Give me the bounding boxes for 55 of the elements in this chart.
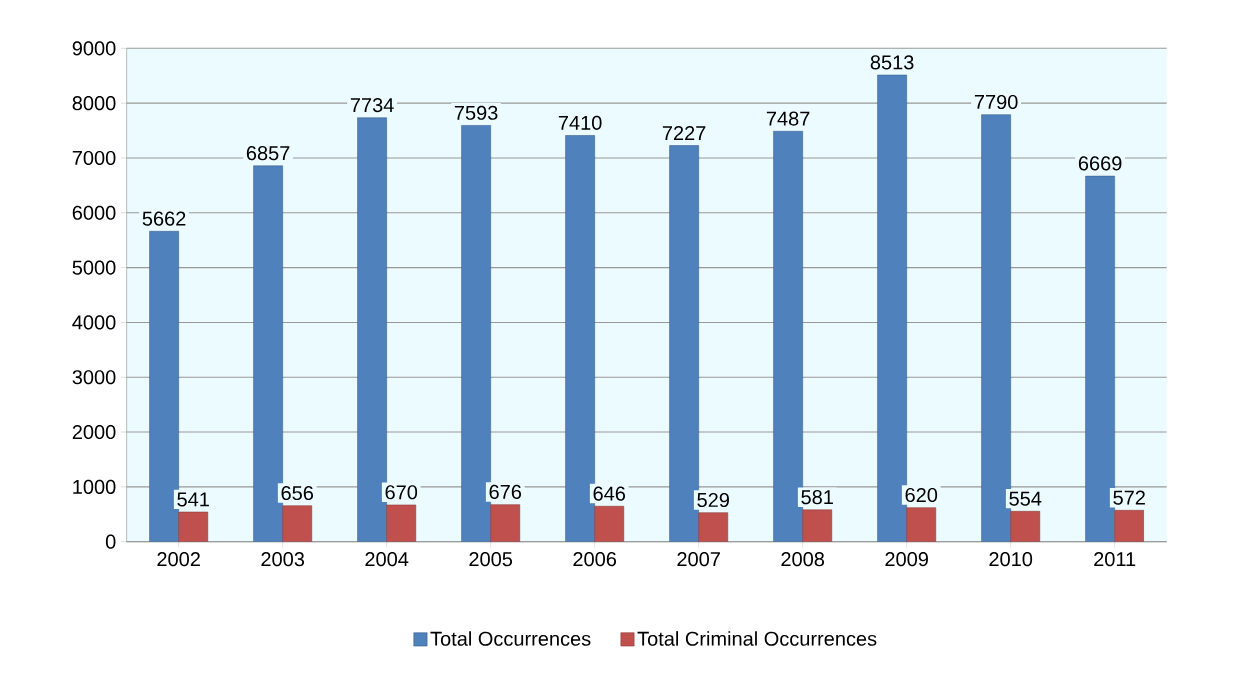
bar — [669, 145, 699, 542]
data-label: 676 — [489, 484, 522, 500]
x-tick-label: 2011 — [1094, 552, 1136, 567]
y-tick-label: 3000 — [72, 370, 116, 385]
y-tick-label: 4000 — [72, 315, 116, 330]
bar — [981, 114, 1011, 542]
bar — [698, 512, 729, 542]
data-label: 620 — [905, 487, 938, 503]
bar — [565, 135, 595, 542]
data-label: 646 — [593, 486, 626, 501]
y-tick-label: 0 — [105, 534, 116, 549]
data-label: 7593 — [454, 105, 498, 120]
bar — [461, 125, 491, 542]
y-tick-label: 1000 — [73, 479, 116, 494]
data-label: 7410 — [558, 115, 602, 130]
y-tick-label: 5000 — [72, 260, 116, 275]
data-label: 7734 — [350, 97, 394, 113]
x-tick-label: 2004 — [365, 552, 409, 567]
x-tick-label: 2006 — [573, 552, 617, 567]
x-tick-label: 2008 — [781, 552, 825, 567]
data-label: 7487 — [766, 111, 810, 126]
data-label: 5662 — [142, 211, 186, 226]
data-label: 8513 — [870, 55, 914, 70]
bar — [178, 511, 209, 542]
x-tick-label: 2002 — [157, 552, 200, 567]
data-label: 670 — [385, 485, 418, 500]
data-label: 554 — [1009, 491, 1042, 506]
data-label: 581 — [801, 490, 833, 505]
x-tick-label: 2009 — [885, 552, 928, 567]
data-label: 541 — [177, 492, 209, 507]
y-tick-label: 7000 — [72, 150, 116, 166]
y-tick-label: 2000 — [72, 424, 116, 440]
data-label: 7227 — [662, 125, 706, 140]
data-label: 656 — [281, 485, 314, 501]
data-label: 7790 — [974, 94, 1018, 110]
bar — [773, 131, 803, 542]
y-tick-label: 6000 — [72, 205, 116, 220]
x-tick-label: 2007 — [677, 552, 720, 567]
bar — [253, 165, 283, 542]
x-tick-label: 2010 — [989, 552, 1033, 567]
bar — [1010, 511, 1041, 542]
data-label: 6669 — [1078, 156, 1122, 171]
bar — [1085, 175, 1115, 542]
data-label: 572 — [1113, 490, 1145, 505]
x-tick-label: 2005 — [469, 552, 513, 567]
y-tick-label: 8000 — [72, 96, 116, 111]
data-label: 529 — [697, 492, 729, 508]
bar — [1114, 510, 1145, 542]
legend-label: Total Criminal Occurrences — [637, 631, 877, 646]
data-label: 6857 — [246, 146, 290, 161]
legend-label: Total Occurrences — [430, 631, 591, 646]
bar — [357, 117, 387, 542]
y-tick-label: 9000 — [72, 41, 116, 56]
bar — [149, 231, 179, 542]
x-tick-label: 2003 — [261, 552, 305, 567]
